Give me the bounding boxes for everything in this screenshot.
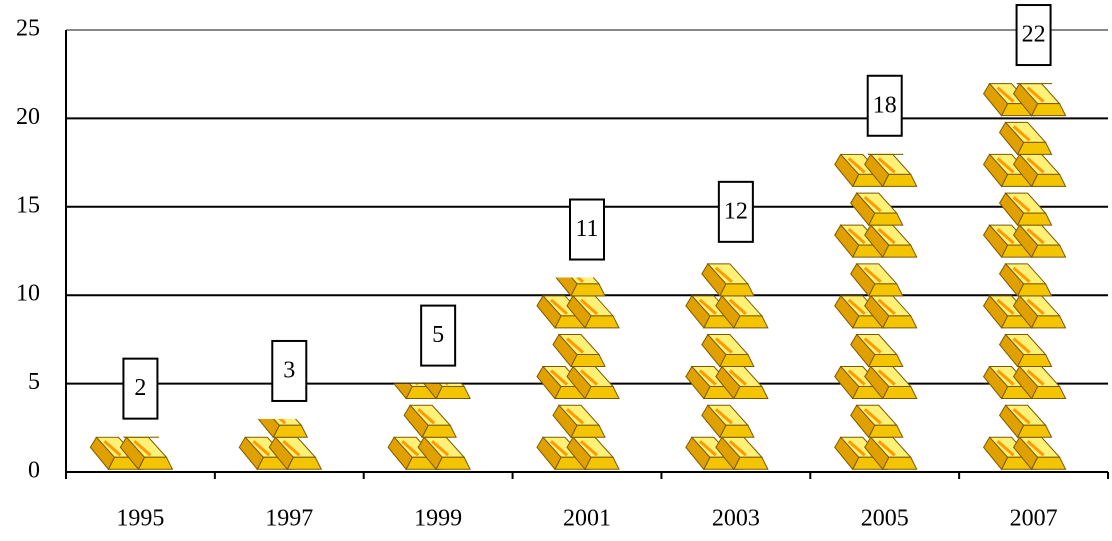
gold-icon [984,193,1066,257]
value-label: 5 [432,322,444,348]
value-label: 18 [873,92,897,118]
gold-icon [686,335,768,399]
gold-icon [984,122,1066,186]
value-label-box [866,74,903,137]
gold-icon [686,405,768,469]
gold-icon [537,335,619,399]
x-tick-label: 1997 [265,506,313,532]
y-tick-label: 5 [28,369,40,395]
gold-icon [835,405,917,469]
x-tick-label: 2007 [1010,506,1058,532]
gold-icon [388,405,470,469]
value-label-box [420,304,457,367]
gold-icon [239,405,321,469]
gold-icon [835,335,917,399]
x-tick-label: 2005 [861,506,909,532]
y-tick-label: 25 [16,16,40,42]
value-label-box [271,339,308,402]
gold-icon [537,405,619,469]
value-label-box [717,180,754,243]
value-label: 11 [575,216,598,242]
value-label-box [569,198,605,261]
y-tick-label: 10 [16,281,40,307]
value-label-box [1015,4,1052,67]
x-tick-label: 1995 [116,506,164,532]
value-label-box [122,357,159,420]
gold-icon [835,193,917,257]
y-tick-label: 0 [28,458,40,484]
x-tick-label: 2003 [712,506,760,532]
x-tick-label: 1999 [414,506,462,532]
bar [984,0,1066,469]
value-label: 22 [1022,22,1046,48]
x-tick-label: 2001 [563,506,611,532]
y-tick-label: 15 [16,192,40,218]
value-label: 12 [724,198,748,224]
gold-icon [984,405,1066,469]
gold-icon [984,335,1066,399]
value-label: 2 [134,375,146,401]
value-label: 3 [283,357,295,383]
y-tick-label: 20 [16,104,40,130]
